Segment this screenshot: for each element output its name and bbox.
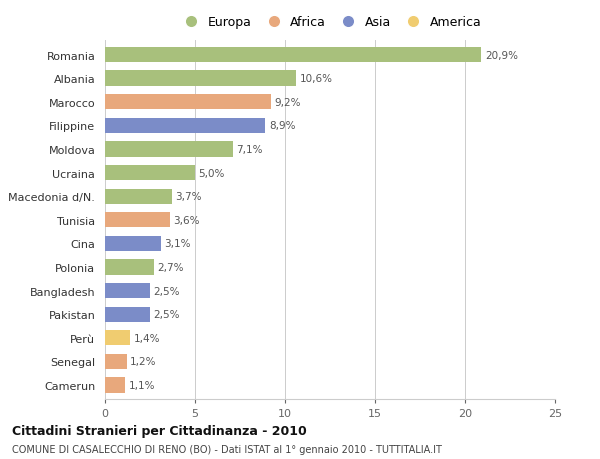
- Bar: [105, 307, 150, 322]
- Bar: [105, 213, 170, 228]
- Bar: [105, 189, 172, 204]
- Text: 2,7%: 2,7%: [157, 263, 184, 273]
- Bar: [105, 236, 161, 252]
- Bar: [105, 118, 265, 134]
- Text: 5,0%: 5,0%: [199, 168, 225, 178]
- Bar: [105, 330, 130, 346]
- Bar: [105, 378, 125, 393]
- Text: 3,6%: 3,6%: [173, 215, 200, 225]
- Bar: [105, 95, 271, 110]
- Bar: [105, 48, 481, 63]
- Bar: [105, 142, 233, 157]
- Bar: [105, 166, 195, 181]
- Text: Cittadini Stranieri per Cittadinanza - 2010: Cittadini Stranieri per Cittadinanza - 2…: [12, 425, 307, 437]
- Bar: [105, 260, 154, 275]
- Text: 3,1%: 3,1%: [164, 239, 191, 249]
- Legend: Europa, Africa, Asia, America: Europa, Africa, Asia, America: [176, 13, 484, 32]
- Text: 10,6%: 10,6%: [299, 74, 332, 84]
- Bar: [105, 354, 127, 369]
- Text: 1,1%: 1,1%: [128, 380, 155, 390]
- Text: 2,5%: 2,5%: [154, 309, 180, 319]
- Text: 3,7%: 3,7%: [175, 192, 202, 202]
- Text: 9,2%: 9,2%: [274, 98, 301, 107]
- Text: 1,2%: 1,2%: [130, 357, 157, 367]
- Text: 1,4%: 1,4%: [134, 333, 160, 343]
- Text: 2,5%: 2,5%: [154, 286, 180, 296]
- Text: 20,9%: 20,9%: [485, 50, 518, 61]
- Bar: [105, 71, 296, 87]
- Text: 8,9%: 8,9%: [269, 121, 295, 131]
- Text: 7,1%: 7,1%: [236, 145, 263, 155]
- Bar: [105, 283, 150, 299]
- Text: COMUNE DI CASALECCHIO DI RENO (BO) - Dati ISTAT al 1° gennaio 2010 - TUTTITALIA.: COMUNE DI CASALECCHIO DI RENO (BO) - Dat…: [12, 444, 442, 454]
